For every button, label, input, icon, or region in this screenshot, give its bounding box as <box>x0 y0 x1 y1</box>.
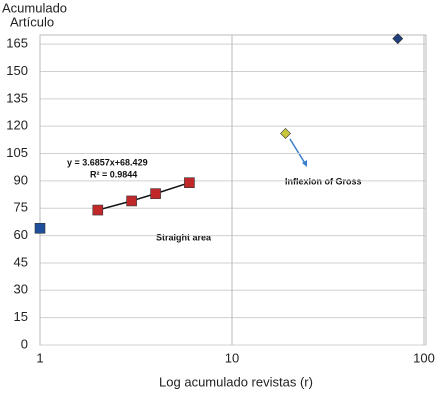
y-tick-label: 15 <box>14 309 28 324</box>
y-axis-title: Artículo <box>10 14 54 29</box>
x-axis-title: Log acumulado revistas (r) <box>159 374 313 389</box>
trendline <box>97 181 190 211</box>
annotation: y = 3.6857x+68.429 <box>67 157 148 167</box>
annotation: R² = 0.9844 <box>90 169 137 179</box>
y-tick-label: 60 <box>14 227 28 242</box>
y-tick-label: 135 <box>6 90 28 105</box>
x-tick-label: 100 <box>413 350 435 365</box>
y-tick-label: 0 <box>21 336 28 351</box>
y-tick-label: 75 <box>14 200 28 215</box>
y-tick-label: 165 <box>6 36 28 51</box>
y-axis-title: Acumulado <box>2 0 67 15</box>
x-tick-label: 10 <box>225 350 239 365</box>
x-tick-label: 1 <box>36 350 43 365</box>
y-tick-label: 120 <box>6 118 28 133</box>
annotation-arrow <box>289 138 307 166</box>
plot-area <box>39 34 427 346</box>
point <box>280 128 291 139</box>
point <box>34 222 46 234</box>
y-tick-label: 105 <box>6 145 28 160</box>
annotation: Straight area <box>156 232 212 242</box>
y-tick-label: 150 <box>6 63 28 78</box>
y-tick-label: 30 <box>14 282 28 297</box>
point <box>392 33 404 45</box>
point <box>184 177 195 189</box>
arrow-head <box>302 160 307 167</box>
y-tick-label: 90 <box>14 172 28 187</box>
point <box>126 195 137 207</box>
point <box>92 204 104 216</box>
point <box>150 188 161 199</box>
y-tick-label: 45 <box>14 254 28 269</box>
